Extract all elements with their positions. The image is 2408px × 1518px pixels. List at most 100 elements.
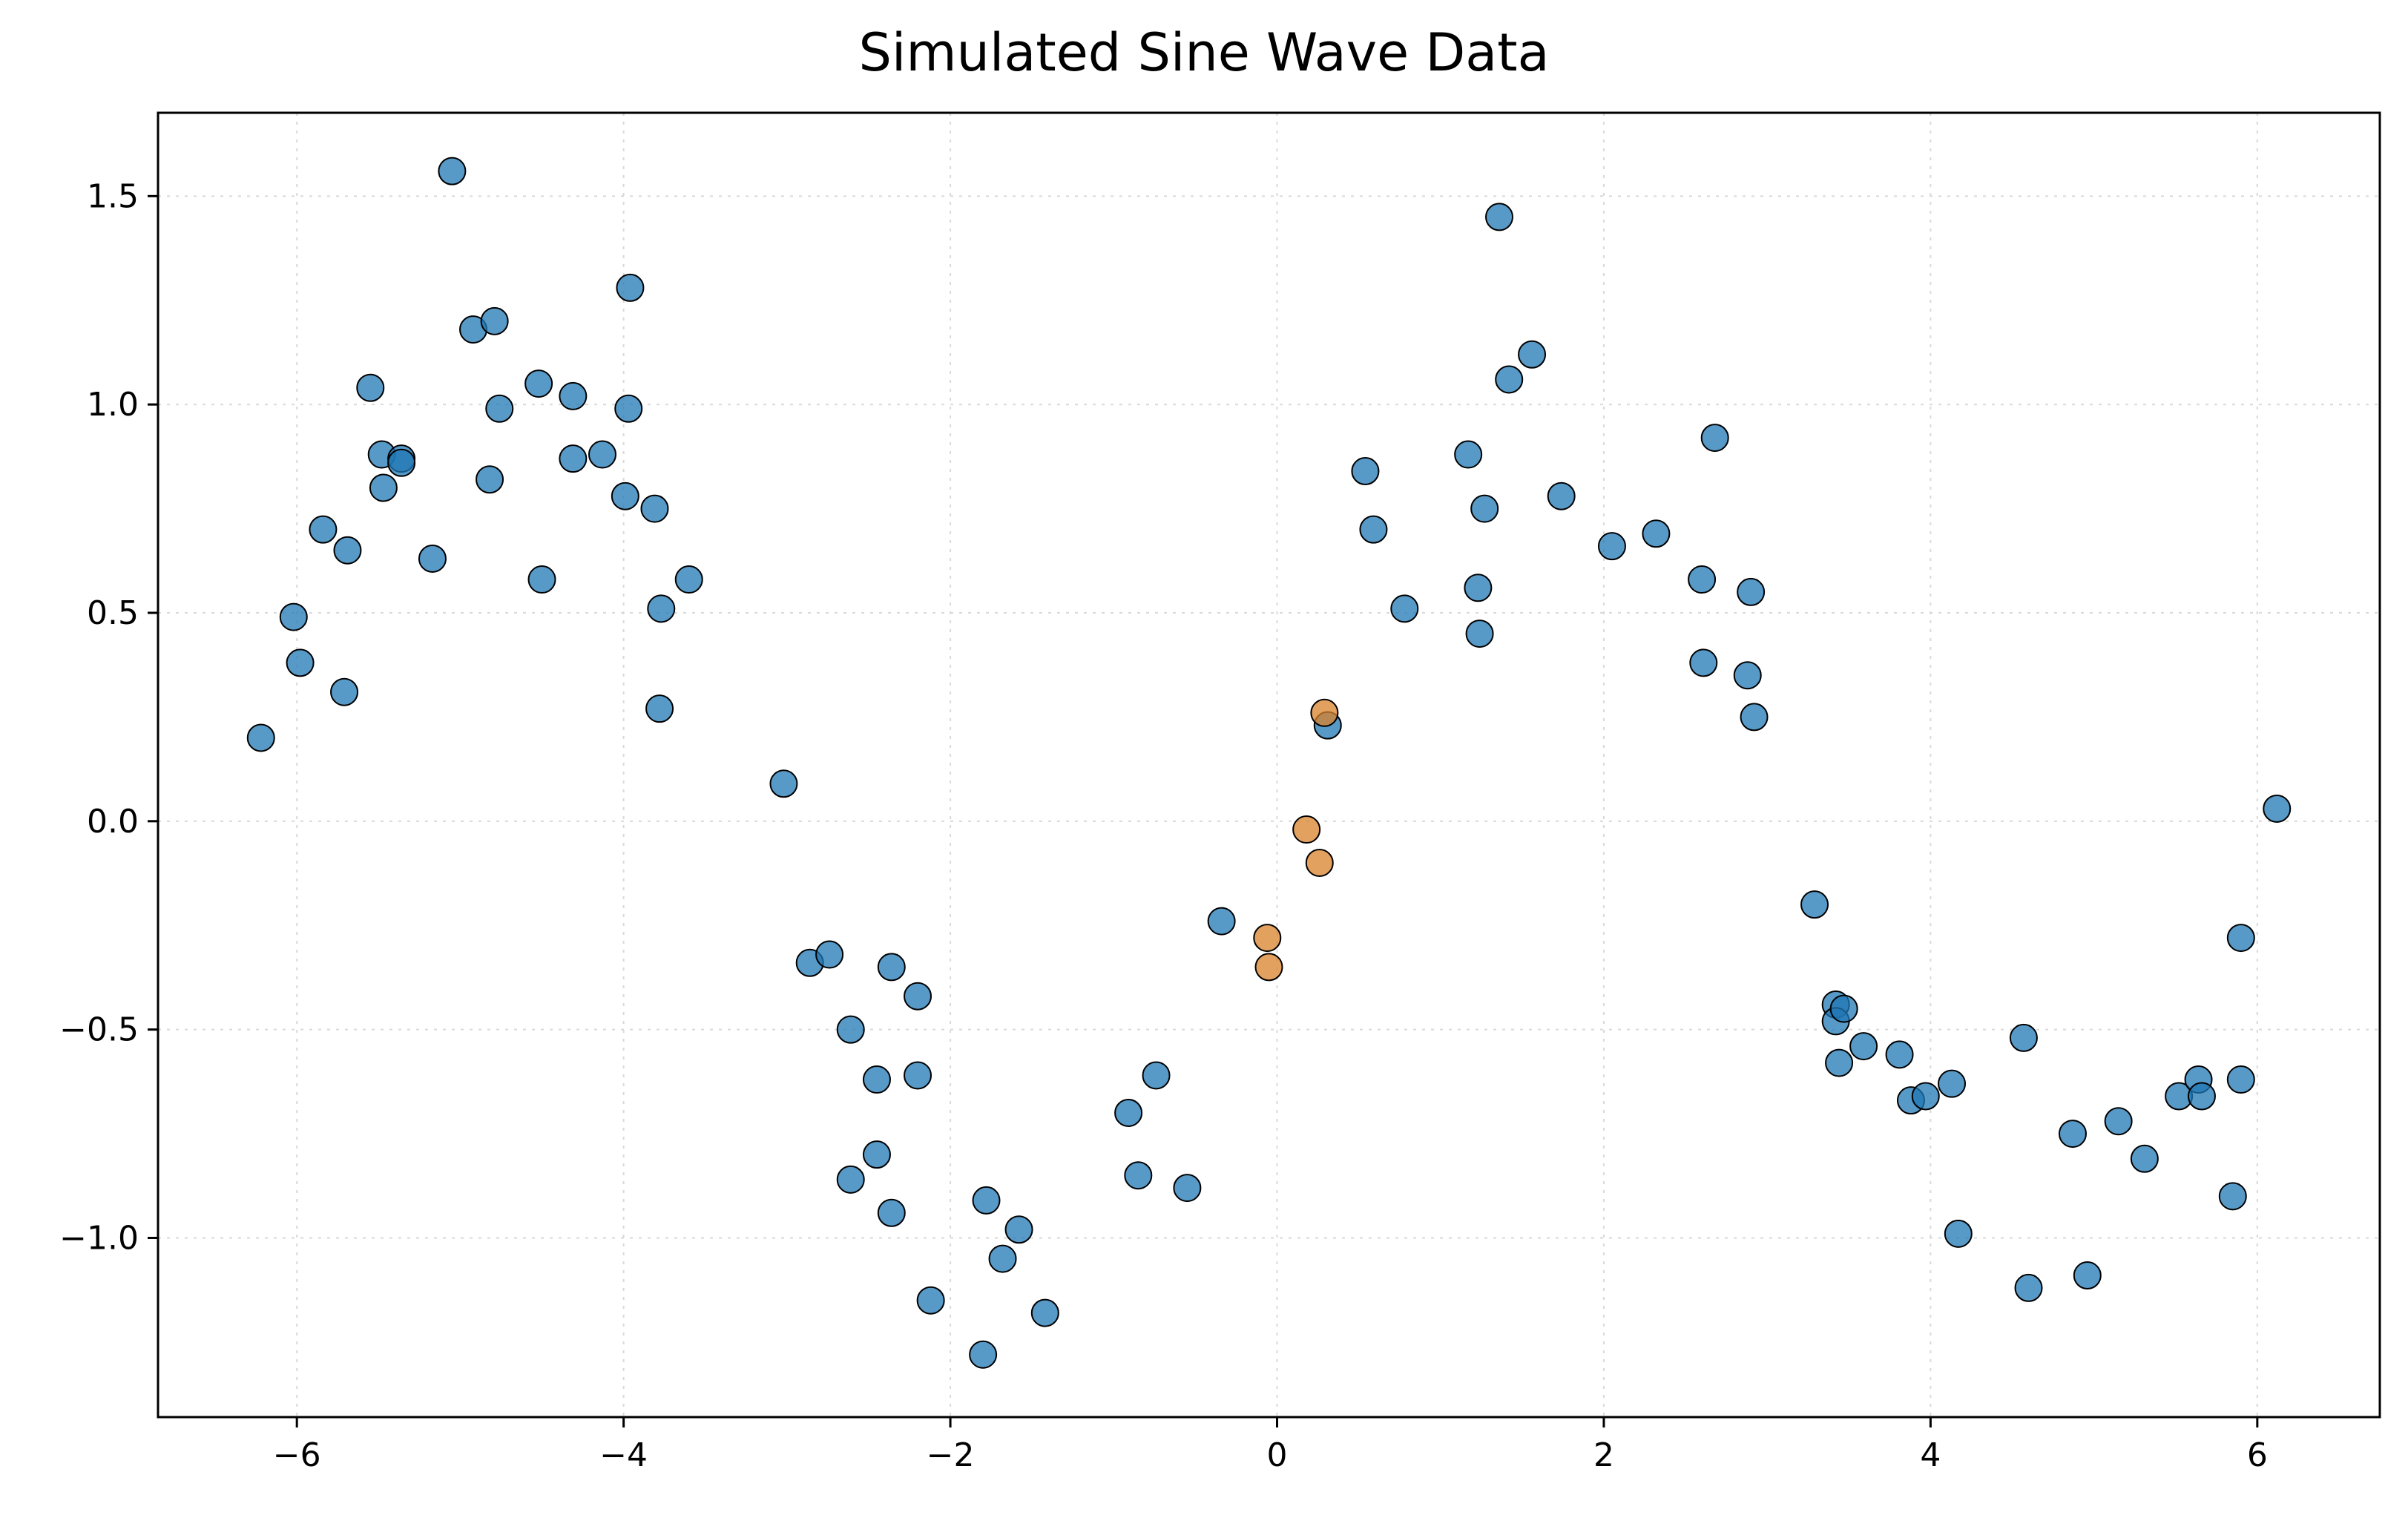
data-point-series-1: [418, 544, 447, 573]
data-point-series-1: [2226, 924, 2255, 953]
data-point-series-1: [1944, 1219, 1973, 1248]
data-point-series-1: [356, 373, 385, 402]
x-tick-label: −4: [599, 1436, 648, 1474]
data-point-series-1: [1030, 1298, 1059, 1327]
data-point-series-1: [387, 448, 416, 477]
y-tick-label: 0.0: [87, 803, 139, 841]
data-point-series-1: [616, 273, 645, 302]
data-point-series-1: [1390, 594, 1419, 623]
data-point-series-1: [1351, 457, 1380, 486]
data-point-series-1: [485, 394, 514, 423]
x-tick-label: 4: [1920, 1436, 1941, 1474]
data-point-series-1: [279, 602, 308, 631]
x-tick-label: −6: [273, 1436, 321, 1474]
y-tick-label: −0.5: [59, 1011, 139, 1049]
data-point-series-1: [1464, 574, 1493, 602]
data-point-series-1: [559, 444, 588, 473]
data-point-series-1: [862, 1065, 891, 1094]
data-point-series-1: [674, 565, 703, 594]
data-points: [246, 157, 2292, 1369]
y-tick-label: 1.5: [87, 177, 139, 215]
x-tick-label: 6: [2247, 1436, 2268, 1474]
data-point-series-1: [588, 440, 616, 469]
chart-title: Simulated Sine Wave Data: [858, 22, 1549, 83]
data-point-series-1: [862, 1140, 891, 1169]
data-point-series-1: [527, 565, 556, 594]
data-point-series-1: [1114, 1098, 1143, 1127]
data-point-series-1: [1938, 1069, 1967, 1098]
data-point-series-1: [476, 465, 504, 494]
data-point-series-1: [2073, 1261, 2102, 1290]
data-point-series-1: [524, 369, 553, 398]
data-point-series-1: [438, 157, 467, 185]
plot-frame: [157, 111, 2381, 1419]
data-point-series-1: [1207, 907, 1236, 936]
data-point-series-1: [904, 982, 932, 1011]
data-point-series-1: [1142, 1061, 1171, 1090]
data-point-series-1: [969, 1340, 998, 1369]
y-tick-label: 1.0: [87, 386, 139, 424]
data-point-series-1: [309, 515, 338, 544]
data-point-series-1: [614, 394, 643, 423]
data-point-series-1: [1642, 519, 1671, 548]
data-point-series-2: [1305, 848, 1334, 877]
data-point-series-1: [1485, 203, 1514, 231]
data-point-series-1: [647, 594, 676, 623]
data-point-series-1: [769, 769, 798, 798]
data-point-series-1: [1004, 1215, 1033, 1244]
data-point-series-1: [1800, 890, 1829, 919]
axis-ticks: −6 −4 −2 0 2 4 6 −1.0 −0.5 0.0 0.5 1.0 1.5: [59, 177, 2268, 1474]
data-point-series-2: [1254, 953, 1283, 982]
data-point-series-1: [559, 381, 588, 410]
data-point-series-2: [1310, 698, 1339, 727]
data-point-series-1: [1518, 340, 1547, 369]
data-point-series-1: [2058, 1120, 2087, 1149]
data-point-series-1: [1454, 440, 1483, 469]
data-point-series-1: [836, 1015, 865, 1044]
data-point-series-1: [1495, 365, 1524, 394]
data-point-series-1: [480, 306, 509, 335]
data-point-series-1: [1124, 1161, 1153, 1190]
data-point-series-1: [1688, 565, 1717, 594]
data-point-series-1: [640, 494, 669, 523]
data-point-series-1: [1849, 1032, 1878, 1061]
data-point-series-1: [2104, 1107, 2133, 1136]
data-point-series-1: [2130, 1144, 2159, 1173]
data-point-series-2: [1253, 924, 1282, 953]
x-tick-label: −2: [927, 1436, 975, 1474]
data-point-series-1: [1470, 494, 1499, 523]
data-point-series-1: [1689, 648, 1718, 677]
data-point-series-1: [611, 482, 639, 510]
x-tick-label: 2: [1593, 1436, 1614, 1474]
data-point-series-1: [1740, 703, 1769, 732]
data-point-series-1: [1359, 515, 1388, 544]
data-point-series-1: [645, 694, 674, 723]
data-point-series-1: [877, 1198, 906, 1227]
data-point-series-1: [1700, 424, 1729, 453]
data-point-series-1: [330, 677, 359, 706]
data-point-series-1: [1733, 661, 1762, 690]
data-point-series-1: [1911, 1082, 1940, 1111]
data-point-series-1: [1829, 994, 1858, 1023]
data-point-series-1: [1597, 532, 1626, 561]
data-point-series-1: [333, 536, 362, 565]
data-point-series-1: [2226, 1065, 2255, 1094]
data-point-series-1: [836, 1165, 865, 1194]
data-point-series-1: [988, 1244, 1017, 1273]
data-point-series-1: [1885, 1040, 1914, 1069]
data-point-series-1: [1547, 482, 1576, 510]
data-point-series-1: [2263, 794, 2292, 823]
y-tick-label: −1.0: [59, 1219, 139, 1257]
data-point-series-1: [877, 953, 906, 982]
data-point-series-1: [246, 723, 275, 752]
data-point-series-1: [369, 473, 398, 502]
data-point-series-1: [916, 1286, 945, 1315]
data-point-series-1: [1465, 620, 1494, 648]
data-point-series-1: [2218, 1182, 2247, 1211]
data-point-series-1: [972, 1186, 1001, 1215]
data-point-series-1: [1737, 577, 1766, 606]
data-point-series-1: [286, 648, 315, 677]
data-point-series-1: [815, 940, 844, 969]
data-point-series-2: [1292, 815, 1321, 844]
